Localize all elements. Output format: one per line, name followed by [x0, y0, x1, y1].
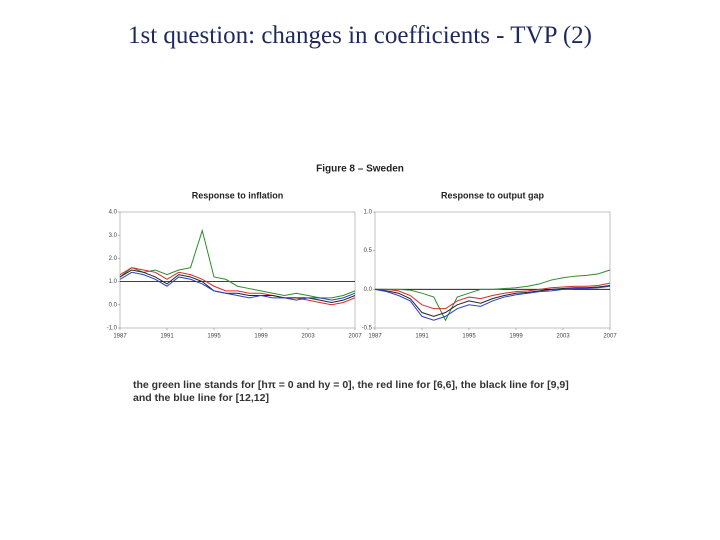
series-line: [374, 285, 611, 321]
series-line: [375, 269, 611, 322]
y-tick-label: 1.0: [109, 279, 118, 285]
y-tick-label: 1.0: [364, 210, 373, 216]
y-tick-label: 2.0: [109, 256, 118, 262]
x-tick-label: 2003: [556, 334, 570, 340]
y-tick-label: 0.0: [364, 287, 373, 293]
series-line: [119, 271, 356, 301]
y-tick-label: 4.0: [109, 210, 118, 216]
series-line: [375, 282, 611, 310]
chart-title: Response to inflation: [192, 190, 284, 200]
y-tick-label: -0.5: [362, 326, 373, 332]
plot-frame: [374, 211, 611, 329]
series-line: [119, 269, 356, 303]
figure-title: Figure 8 – Sweden: [316, 164, 404, 175]
x-tick-label: 1991: [160, 334, 174, 340]
y-tick-label: 3.0: [109, 233, 118, 239]
x-tick-label: 2007: [348, 334, 362, 340]
series-line: [374, 284, 611, 317]
x-tick-label: 2003: [301, 334, 315, 340]
slide-title: 1st question: changes in coefficients - …: [127, 22, 593, 49]
x-tick-label: 2007: [603, 334, 617, 340]
series-line: [119, 267, 356, 306]
y-tick-label: -1.0: [107, 326, 118, 332]
x-tick-label: 1995: [207, 334, 221, 340]
y-tick-label: 0.5: [364, 248, 373, 254]
plot-frame: [119, 211, 356, 329]
x-tick-label: 1987: [368, 334, 382, 340]
x-tick-label: 1995: [462, 334, 476, 340]
x-tick-label: 1999: [509, 334, 523, 340]
y-tick-label: 0.0: [109, 302, 118, 308]
x-tick-label: 1991: [415, 334, 429, 340]
x-tick-label: 1987: [113, 334, 127, 340]
caption: the green line stands for [hπ = 0 and hy…: [133, 379, 569, 404]
x-tick-label: 1999: [254, 334, 268, 340]
series-line: [119, 228, 356, 299]
chart-title: Response to output gap: [441, 190, 544, 200]
